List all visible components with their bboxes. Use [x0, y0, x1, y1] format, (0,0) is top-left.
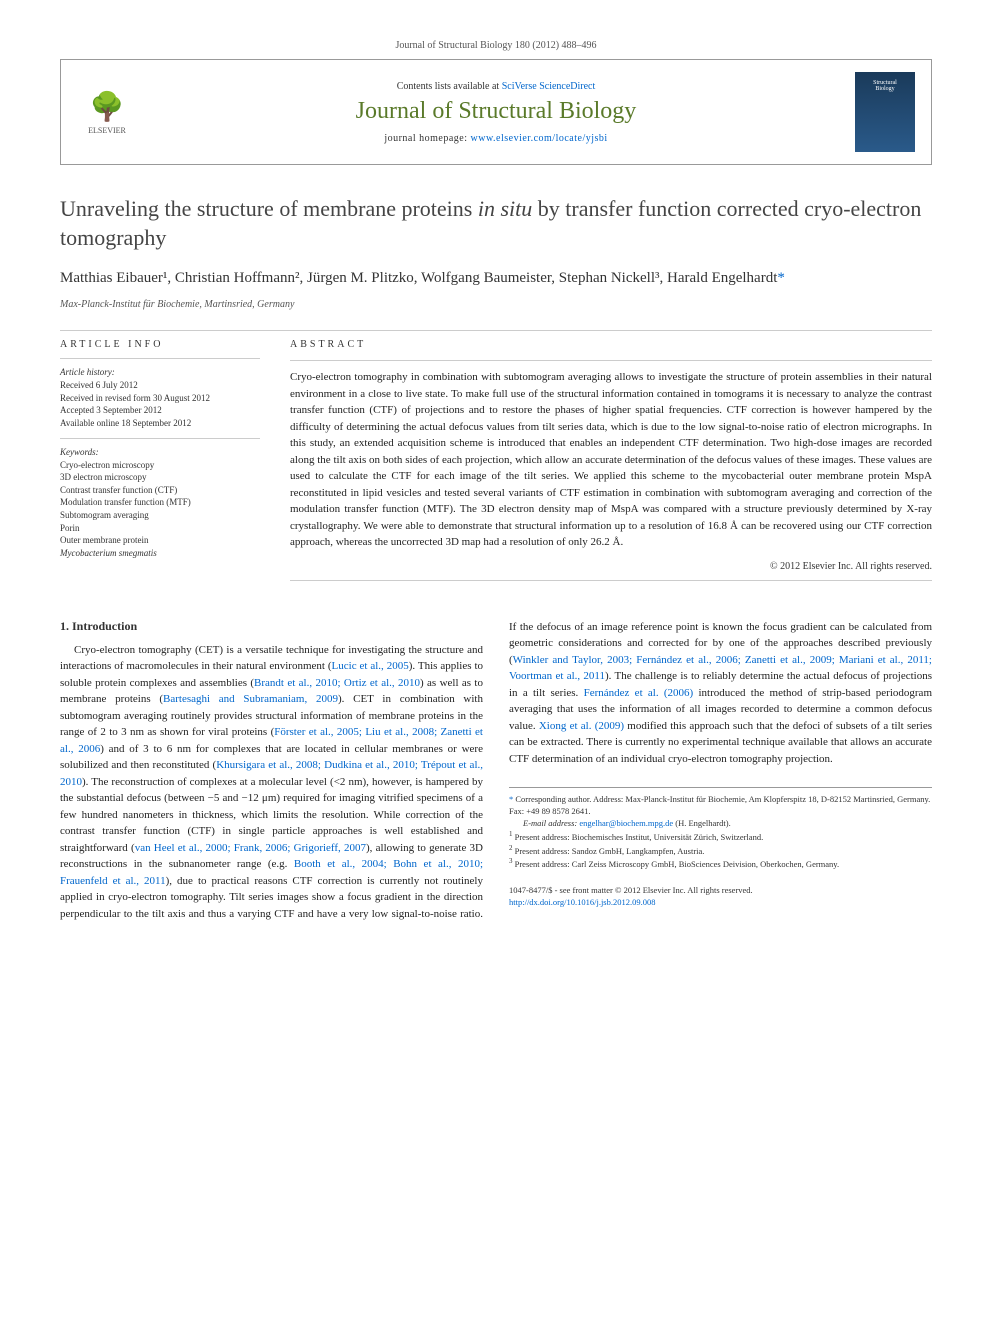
- doi-value: 10.1016/j.jsb.2012.09.008: [566, 897, 655, 907]
- journal-header: 🌳 ELSEVIER Contents lists available at S…: [60, 59, 932, 165]
- footnotes: * Corresponding author. Address: Max-Pla…: [509, 787, 932, 871]
- info-divider-2: [60, 438, 260, 439]
- keyword: Subtomogram averaging: [60, 509, 260, 522]
- doi-prefix: http://dx.doi.org/: [509, 897, 566, 907]
- issn-line: 1047-8477/$ - see front matter © 2012 El…: [509, 885, 932, 897]
- ref-link[interactable]: Lucic et al., 2005: [332, 660, 409, 672]
- keyword: Contrast transfer function (CTF): [60, 484, 260, 497]
- revised: Received in revised form 30 August 2012: [60, 392, 260, 405]
- keyword: 3D electron microscopy: [60, 471, 260, 484]
- elsevier-text: ELSEVIER: [88, 126, 126, 135]
- footnote-1: 1 Present address: Biochemisches Institu…: [509, 830, 932, 844]
- corr-text: Corresponding author. Address: Max-Planc…: [509, 794, 930, 816]
- history-heading: Article history:: [60, 367, 260, 377]
- journal-cover-thumb: Structural Biology: [855, 72, 915, 152]
- contents-prefix: Contents lists available at: [397, 81, 502, 92]
- intro-heading: 1. Introduction: [60, 619, 483, 634]
- journal-title: Journal of Structural Biology: [137, 98, 855, 125]
- authors-line: Matthias Eibauer¹, Christian Hoffmann², …: [60, 268, 932, 289]
- article-info-col: ARTICLE INFO Article history: Received 6…: [60, 339, 260, 589]
- authors-text: Matthias Eibauer¹, Christian Hoffmann², …: [60, 270, 777, 286]
- ref-link[interactable]: van Heel et al., 2000; Frank, 2006; Grig…: [135, 842, 366, 854]
- article-title: Unraveling the structure of membrane pro…: [60, 195, 932, 252]
- bottom-meta: 1047-8477/$ - see front matter © 2012 El…: [509, 885, 932, 909]
- email-link[interactable]: engelhar@biochem.mpg.de: [579, 818, 673, 828]
- abstract-text: Cryo-electron tomography in combination …: [290, 369, 932, 551]
- intro-paragraph: Cryo-electron tomography (CET) is a vers…: [60, 619, 932, 923]
- abstract-divider: [290, 360, 932, 361]
- corr-footnote: * Corresponding author. Address: Max-Pla…: [509, 794, 932, 818]
- divider-top: [60, 330, 932, 331]
- email-suffix: (H. Engelhardt).: [673, 818, 731, 828]
- fn3-text: Present address: Carl Zeiss Microscopy G…: [515, 859, 840, 869]
- header-center: Contents lists available at SciVerse Sci…: [137, 81, 855, 144]
- accepted: Accepted 3 September 2012: [60, 404, 260, 417]
- keyword: Outer membrane protein: [60, 534, 260, 547]
- title-italic: in situ: [478, 196, 532, 221]
- homepage-line: journal homepage: www.elsevier.com/locat…: [137, 133, 855, 144]
- doi-link[interactable]: http://dx.doi.org/10.1016/j.jsb.2012.09.…: [509, 897, 656, 907]
- ref-link[interactable]: Fernández et al. (2006): [584, 687, 694, 699]
- info-heading: ARTICLE INFO: [60, 339, 260, 350]
- sciencedirect-link[interactable]: SciVerse ScienceDirect: [502, 81, 596, 92]
- title-pre: Unraveling the structure of membrane pro…: [60, 196, 478, 221]
- info-abstract-row: ARTICLE INFO Article history: Received 6…: [60, 339, 932, 589]
- email-footnote: E-mail address: engelhar@biochem.mpg.de …: [509, 818, 932, 830]
- keyword: Porin: [60, 522, 260, 535]
- received: Received 6 July 2012: [60, 379, 260, 392]
- keywords-heading: Keywords:: [60, 447, 260, 457]
- keyword: Modulation transfer function (MTF): [60, 496, 260, 509]
- elsevier-tree-icon: 🌳: [90, 90, 125, 124]
- body-section: 1. Introduction Cryo-electron tomography…: [60, 619, 932, 923]
- copyright: © 2012 Elsevier Inc. All rights reserved…: [290, 561, 932, 572]
- fn2-text: Present address: Sandoz GmbH, Langkampfe…: [515, 845, 705, 855]
- footnote-2: 2 Present address: Sandoz GmbH, Langkamp…: [509, 844, 932, 858]
- abstract-col: ABSTRACT Cryo-electron tomography in com…: [290, 339, 932, 589]
- elsevier-logo: 🌳 ELSEVIER: [77, 77, 137, 147]
- doi-line: http://dx.doi.org/10.1016/j.jsb.2012.09.…: [509, 897, 932, 909]
- keywords-list: Cryo-electron microscopy 3D electron mic…: [60, 459, 260, 560]
- footnote-3: 3 Present address: Carl Zeiss Microscopy…: [509, 857, 932, 871]
- thumb-text: Structural Biology: [873, 80, 897, 92]
- online: Available online 18 September 2012: [60, 417, 260, 430]
- info-divider-1: [60, 358, 260, 359]
- abstract-divider-bottom: [290, 580, 932, 581]
- homepage-prefix: journal homepage:: [384, 133, 470, 144]
- corresponding-star: *: [777, 270, 785, 286]
- ref-link[interactable]: Bartesaghi and Subramaniam, 2009: [163, 693, 338, 705]
- fn1-text: Present address: Biochemisches Institut,…: [515, 832, 764, 842]
- affiliation: Max-Planck-Institut für Biochemie, Marti…: [60, 299, 932, 310]
- ref-link[interactable]: Xiong et al. (2009): [539, 720, 624, 732]
- email-label: E-mail address:: [523, 818, 579, 828]
- citation-line: Journal of Structural Biology 180 (2012)…: [60, 40, 932, 51]
- contents-line: Contents lists available at SciVerse Sci…: [137, 81, 855, 92]
- thumb-line2: Biology: [875, 86, 894, 92]
- homepage-link[interactable]: www.elsevier.com/locate/yjsbi: [471, 133, 608, 144]
- abstract-heading: ABSTRACT: [290, 339, 932, 350]
- keyword: Mycobacterium smegmatis: [60, 547, 260, 560]
- ref-link[interactable]: Brandt et al., 2010; Ortiz et al., 2010: [254, 677, 420, 689]
- keyword: Cryo-electron microscopy: [60, 459, 260, 472]
